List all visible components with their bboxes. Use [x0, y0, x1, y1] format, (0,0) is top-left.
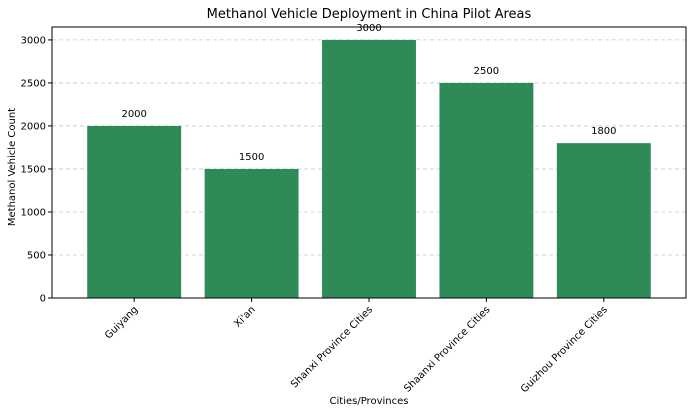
bar-value-label: 3000 — [356, 23, 381, 34]
y-tick-label: 2000 — [21, 121, 46, 132]
x-axis-label: Cities/Provinces — [330, 396, 409, 407]
y-tick-label: 2500 — [21, 78, 46, 89]
bar — [439, 82, 534, 299]
y-tick-label: 0 — [40, 294, 46, 305]
y-tick-label: 3000 — [21, 35, 46, 46]
x-tick-label: Shaanxi Province Cities — [402, 304, 492, 394]
bar — [556, 143, 651, 298]
bar — [204, 168, 299, 298]
y-tick-label: 1000 — [21, 207, 46, 218]
x-axis-ticks: Guiyang Xi'an Shanxi Province Cities Shaanx… — [103, 298, 610, 395]
y-tick-label: 1500 — [21, 164, 46, 175]
bar-value-label: 1500 — [239, 152, 264, 163]
bar-value-label: 1800 — [591, 126, 616, 137]
y-axis-label: Methanol Vehicle Count — [7, 108, 18, 226]
x-tick-label: Xi'an — [232, 304, 257, 329]
data-labels: 2000 1500 3000 2500 1800 — [121, 23, 616, 163]
bars — [87, 39, 651, 299]
x-tick-label: Shanxi Province Cities — [289, 304, 375, 390]
x-tick-label: Guiyang — [103, 304, 140, 341]
bar-value-label: 2000 — [121, 109, 146, 120]
x-tick-label: Guizhou Province Cities — [519, 304, 610, 395]
bar-value-label: 2500 — [474, 66, 499, 77]
bar — [87, 125, 182, 298]
bar — [322, 39, 416, 299]
y-axis-ticks: 0 500 1000 1500 2000 2500 3000 — [21, 35, 52, 305]
chart-title: Methanol Vehicle Deployment in China Pil… — [207, 7, 532, 22]
y-tick-label: 500 — [27, 250, 46, 261]
